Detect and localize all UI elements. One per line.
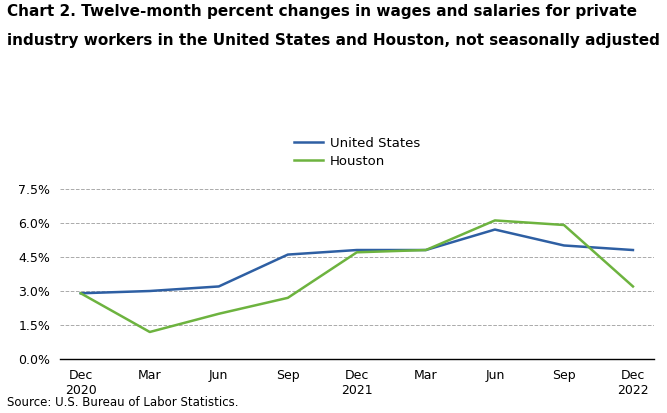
- Text: Chart 2. Twelve-month percent changes in wages and salaries for private: Chart 2. Twelve-month percent changes in…: [7, 4, 637, 19]
- Text: industry workers in the United States and Houston, not seasonally adjusted: industry workers in the United States an…: [7, 33, 660, 48]
- Legend: United States, Houston: United States, Houston: [289, 131, 425, 173]
- Text: Source: U.S. Bureau of Labor Statistics.: Source: U.S. Bureau of Labor Statistics.: [7, 396, 238, 409]
